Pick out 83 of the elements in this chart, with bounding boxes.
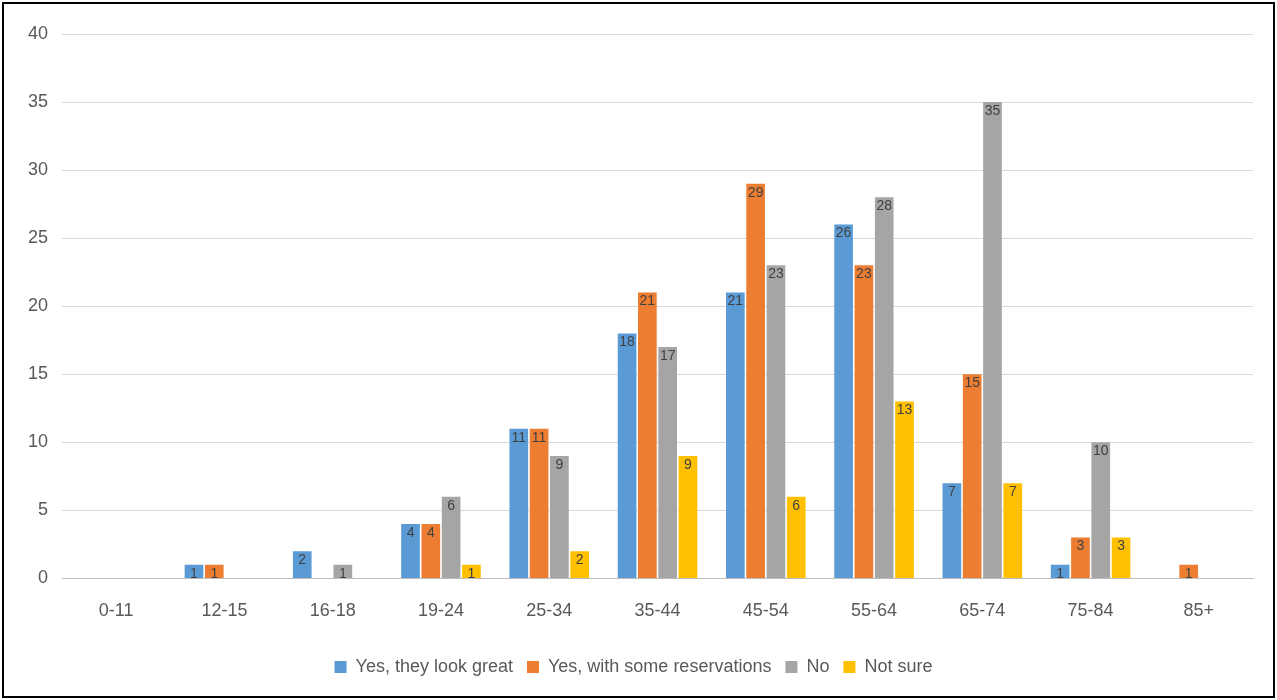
bar — [570, 551, 590, 578]
data-label: 1 — [338, 564, 347, 581]
data-label: 7 — [947, 482, 956, 499]
bar — [658, 347, 677, 578]
data-label: 6 — [447, 496, 456, 513]
data-label: 1 — [1056, 564, 1065, 581]
bar — [874, 197, 894, 578]
data-label: 21 — [727, 292, 744, 309]
bar — [766, 265, 786, 578]
x-tick-label: 55-64 — [851, 600, 898, 621]
data-label: 7 — [1008, 482, 1017, 499]
bar — [746, 183, 765, 578]
bar — [421, 523, 441, 578]
bar — [786, 496, 806, 578]
data-label: 18 — [619, 333, 636, 350]
data-label: 23 — [768, 265, 784, 282]
data-label: 6 — [792, 496, 801, 513]
x-tick-label: 16-18 — [309, 600, 356, 621]
data-label: 3 — [1117, 537, 1126, 554]
legend-label: Yes, they look great — [355, 655, 513, 676]
bar — [834, 224, 853, 578]
data-label: 17 — [659, 346, 676, 363]
x-tick-label: 19-24 — [417, 600, 464, 621]
y-tick-label: 10 — [27, 431, 49, 452]
data-label: 1 — [190, 564, 199, 581]
data-label: 4 — [406, 523, 415, 540]
y-tick-label: 30 — [27, 159, 49, 180]
x-tick-label: 65-74 — [959, 600, 1006, 621]
data-label: 3 — [1076, 537, 1085, 554]
y-tick-label: 15 — [27, 363, 49, 384]
data-label: 11 — [531, 428, 547, 445]
y-tick-label: 0 — [38, 567, 49, 588]
y-tick-label: 40 — [27, 22, 49, 43]
data-label: 9 — [555, 455, 564, 472]
x-tick-label: 35-44 — [634, 600, 681, 621]
data-label: 10 — [1092, 442, 1109, 459]
data-label: 26 — [835, 224, 852, 241]
x-tick-label: 0-11 — [98, 600, 134, 621]
data-label: 29 — [747, 183, 764, 200]
bar — [441, 496, 461, 578]
legend-label: Not sure — [864, 655, 933, 676]
bar — [1091, 442, 1111, 578]
legend-label: No — [806, 655, 830, 676]
data-label: 13 — [896, 401, 913, 418]
bar — [725, 292, 745, 578]
bar — [638, 292, 657, 578]
bar — [550, 455, 569, 578]
data-label: 23 — [856, 265, 872, 282]
x-tick-label: 12-15 — [201, 600, 248, 621]
data-label: 4 — [426, 523, 435, 540]
x-tick-label: 85+ — [1183, 600, 1215, 621]
data-label: 9 — [684, 455, 693, 472]
y-tick-label: 5 — [38, 499, 49, 520]
data-label: 1 — [467, 564, 476, 581]
data-label: 2 — [298, 551, 307, 568]
data-label: 28 — [876, 197, 893, 214]
data-label: 1 — [210, 564, 219, 581]
bar — [401, 523, 420, 578]
bar — [895, 401, 914, 578]
bar — [678, 455, 698, 578]
bar — [1071, 537, 1090, 578]
y-tick-label: 25 — [27, 227, 49, 248]
bar — [509, 428, 529, 578]
data-label: 15 — [964, 374, 981, 391]
bar — [1003, 483, 1023, 578]
data-label: 1 — [1184, 564, 1193, 581]
x-tick-label: 25-34 — [526, 600, 573, 621]
y-tick-label: 20 — [27, 295, 49, 316]
bar — [617, 333, 637, 578]
x-tick-label: 75-84 — [1067, 600, 1114, 621]
data-label: 11 — [511, 428, 527, 445]
data-label: 2 — [575, 551, 584, 568]
bar — [942, 483, 962, 578]
bar — [854, 265, 874, 578]
x-tick-label: 45-54 — [742, 600, 789, 621]
bar — [529, 428, 549, 578]
data-label: 21 — [639, 292, 656, 309]
data-label: 35 — [984, 101, 1001, 118]
legend-label: Yes, with some reservations — [547, 655, 772, 676]
bar — [962, 374, 982, 578]
bar — [292, 551, 312, 578]
bar — [983, 102, 1002, 578]
y-tick-label: 35 — [27, 91, 49, 112]
